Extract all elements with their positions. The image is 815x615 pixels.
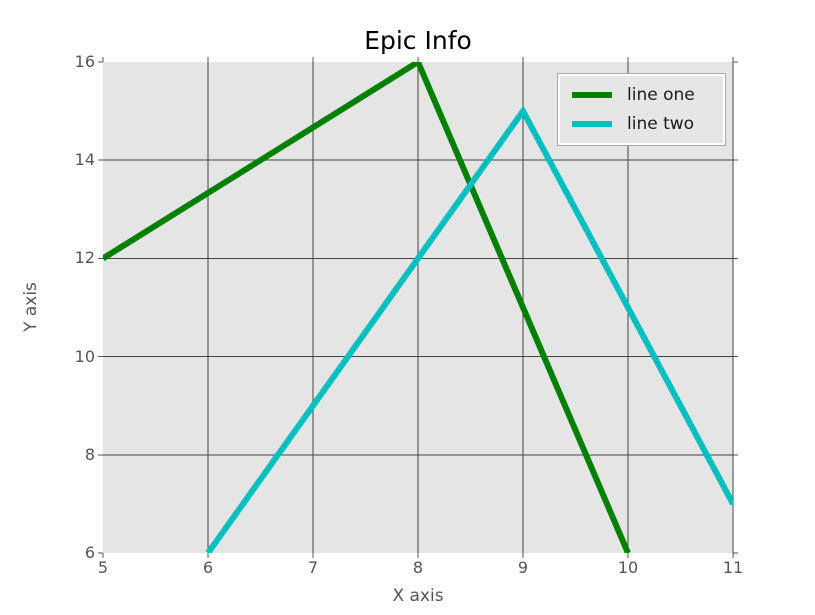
series-lines — [103, 62, 733, 553]
y-tick-label: 16 — [74, 52, 95, 71]
x-tick-label: 9 — [517, 558, 529, 577]
legend-label: line two — [627, 114, 695, 134]
legend-label: line one — [627, 85, 695, 105]
y-tick-label: 10 — [74, 346, 95, 366]
series-line-1 — [103, 62, 631, 553]
x-tick-label: 10 — [617, 558, 639, 577]
legend-row: line two — [572, 114, 711, 134]
y-tick-label: 8 — [84, 444, 95, 464]
x-tick-label: 5 — [97, 558, 109, 577]
y-tick-label: 6 — [84, 543, 95, 562]
x-tick-label: 8 — [412, 558, 424, 577]
y-axis-label: Y axis — [21, 282, 41, 332]
y-tick-label: 12 — [74, 248, 95, 268]
y-tick-label: 14 — [74, 150, 95, 170]
legend-row: line one — [572, 85, 711, 105]
tick-marks — [98, 57, 738, 558]
gridlines — [103, 62, 734, 553]
series-line-2 — [205, 105, 733, 553]
x-axis-label: X axis — [392, 586, 444, 606]
legend: line one line two — [557, 73, 726, 146]
chart-title: Epic Info — [364, 26, 472, 55]
legend-swatch-icon — [572, 121, 612, 127]
x-tick-label: 6 — [202, 558, 214, 577]
x-tick-label: 7 — [307, 558, 319, 577]
x-tick-label: 11 — [722, 558, 744, 577]
legend-swatch-icon — [572, 92, 612, 98]
